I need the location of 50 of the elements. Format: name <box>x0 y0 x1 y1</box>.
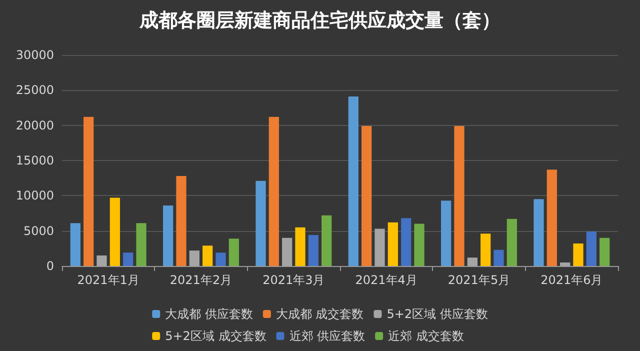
x-tick-label: 2021年3月 <box>262 273 325 287</box>
bar <box>388 222 398 266</box>
bar <box>534 199 544 266</box>
bar <box>586 232 596 266</box>
x-tick-label: 2021年2月 <box>170 273 232 287</box>
bar <box>546 170 557 266</box>
legend-label: 大成都 供应套数 <box>165 307 253 321</box>
bar <box>322 215 332 266</box>
bar <box>110 198 120 266</box>
bar <box>228 238 239 266</box>
bar <box>401 218 412 266</box>
y-tick-label: 20000 <box>16 118 54 132</box>
bar <box>454 126 464 266</box>
bar <box>123 252 134 266</box>
bar <box>348 96 358 266</box>
bar <box>308 235 318 266</box>
bar <box>163 206 174 266</box>
bar <box>295 227 306 266</box>
bar <box>494 250 504 266</box>
x-tick-label: 2021年1月 <box>77 273 140 287</box>
bar <box>202 246 213 266</box>
bar <box>70 223 80 266</box>
bar <box>414 224 424 266</box>
bar <box>256 180 266 266</box>
legend-label: 5+2区域 成交套数 <box>165 329 266 343</box>
bar <box>362 126 372 266</box>
bar <box>268 116 279 266</box>
bar <box>84 116 94 266</box>
legend-label: 大成都 成交套数 <box>276 307 364 321</box>
x-tick-label: 2021年4月 <box>355 273 418 287</box>
bar <box>506 218 517 266</box>
bar <box>573 243 584 266</box>
y-tick-label: 5000 <box>23 224 54 238</box>
bar <box>176 176 186 266</box>
bar <box>441 200 452 266</box>
y-tick-label: 0 <box>46 259 54 273</box>
chart-title: 成都各圈层新建商品住宅供应成交量（套） <box>138 10 500 32</box>
x-tick-label: 2021年6月 <box>540 273 603 287</box>
bar <box>480 234 491 266</box>
y-tick-label: 10000 <box>16 188 54 203</box>
bar <box>216 252 226 266</box>
bar <box>136 223 146 266</box>
y-tick-label: 15000 <box>16 154 54 168</box>
y-tick-label: 30000 <box>16 48 54 62</box>
x-tick-label: 2021年5月 <box>448 273 510 287</box>
legend-label: 5+2区域 供应套数 <box>386 307 488 321</box>
legend-label: 近郊 成交套数 <box>388 329 464 343</box>
legend-label: 近郊 供应套数 <box>289 329 366 343</box>
y-tick-label: 25000 <box>16 83 54 98</box>
bar <box>600 238 610 266</box>
